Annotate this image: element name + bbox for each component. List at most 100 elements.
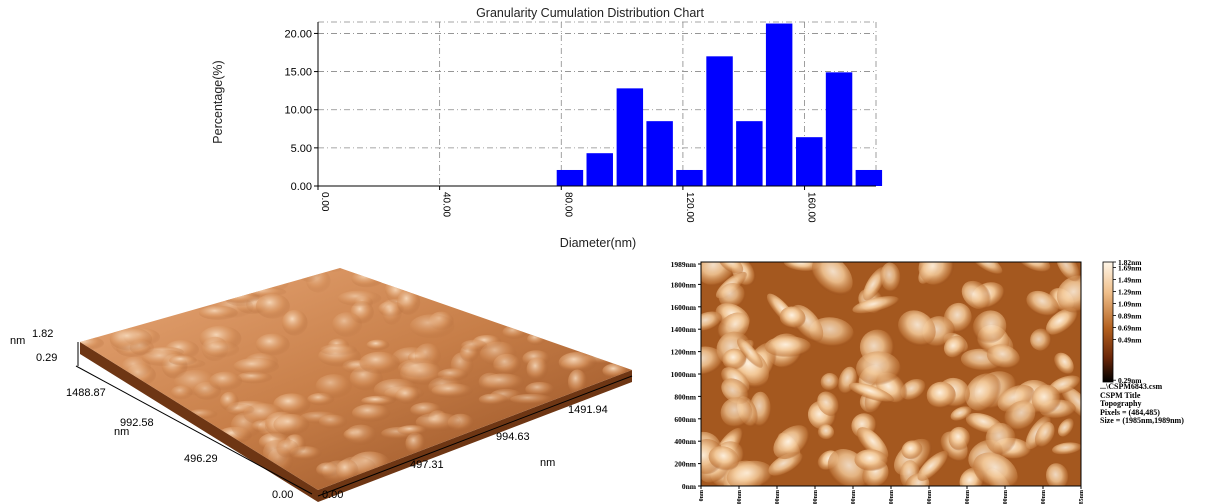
histogram-bar: [796, 137, 823, 186]
map-x-tick-label: 1985nm: [1079, 490, 1085, 504]
map-x-tick-label: 200nm: [737, 490, 743, 504]
colorbar-tick-label: 1.49nm: [1118, 275, 1142, 284]
surface-grain: [335, 459, 359, 482]
topography-grain: [768, 452, 804, 476]
map-x-tick-label: 1200nm: [927, 490, 933, 504]
surface-grain: [320, 344, 358, 356]
topography-grain: [1057, 418, 1075, 437]
surface-grain: [397, 425, 428, 436]
surface-grain: [281, 309, 308, 336]
surface-grain: [522, 316, 566, 338]
topography-grain: [986, 344, 1020, 370]
colorbar-tick-label: 1.69nm: [1118, 263, 1142, 272]
surface-grain: [570, 336, 593, 348]
surface-grain: [316, 462, 340, 478]
map-x-tick-label: 1800nm: [1041, 490, 1047, 504]
surface-grain: [464, 292, 490, 311]
topography-grain: [726, 460, 774, 486]
map-y-tick-label: 600nm: [674, 415, 696, 424]
surface-grain: [526, 357, 548, 382]
topography-grain: [722, 348, 747, 371]
histogram-bar: [855, 169, 883, 186]
topography-grain: [820, 373, 839, 392]
scan-title: CSPM Title: [1100, 390, 1141, 400]
surface-grain: [203, 341, 240, 358]
topography-grain: [1046, 307, 1079, 335]
y-unit-label: nm: [114, 426, 129, 438]
topography-grain: [764, 336, 812, 358]
map-x-tick-label: 0nm: [699, 490, 705, 501]
y-tick-label: 20.00: [284, 28, 312, 40]
map-y-tick-label: 1200nm: [671, 348, 697, 357]
surface-grain: [415, 412, 461, 432]
afm-3d-surface-plot: nm 1.82 0.29 1488.87 992.58 nm 496.29 0.…: [10, 258, 633, 502]
topography-grain: [721, 378, 751, 405]
histogram-bar: [765, 23, 793, 187]
map-y-tick-label: 800nm: [674, 392, 696, 401]
surface-grain: [480, 341, 517, 367]
colorbar-tick-label: 0.69nm: [1118, 323, 1142, 332]
topography-grain: [1031, 384, 1061, 415]
y-tick-label: 0.00: [291, 181, 312, 193]
topography-grain: [965, 373, 1002, 411]
histogram-bar: [825, 72, 853, 186]
topography-grain: [783, 262, 820, 273]
topography-grain: [720, 397, 753, 428]
map-x-tick-label: 1400nm: [965, 490, 971, 504]
topography-grain: [1045, 463, 1070, 486]
surface-grain: [80, 336, 105, 351]
map-y-tick-label: 1800nm: [671, 280, 697, 289]
histogram-bar: [586, 153, 613, 186]
topography-grain: [848, 382, 894, 403]
afm-topography-map: 1989nm 1800nm 1600nm 1400nm 1200nm 1000nm 800n…: [671, 258, 1143, 504]
topography-grain: [701, 311, 723, 332]
topography-grain: [773, 425, 811, 460]
surface-grain: [416, 268, 460, 286]
z-max-label: 1.82: [32, 328, 53, 340]
topography-grain: [1056, 262, 1081, 282]
histogram-y-axis-label: Percentage(%): [211, 60, 225, 143]
surface-grain: [409, 314, 455, 339]
colorbar-tick-label: 1.09nm: [1118, 299, 1142, 308]
surface-grain: [395, 387, 420, 405]
surface-grain: [382, 302, 402, 325]
surface-grain: [461, 339, 488, 352]
topography-grain: [779, 306, 806, 329]
y-axis-line: [75, 365, 313, 495]
topography-grain: [948, 426, 971, 451]
x-tick-label: 80.00: [562, 192, 573, 217]
y-tick-1488: 1488.87: [66, 387, 106, 399]
topography-grain: [950, 406, 973, 421]
surface-grain: [409, 258, 453, 261]
map-y-tick-label: 1000nm: [671, 370, 697, 379]
topography-grain: [943, 335, 967, 358]
surface-grain: [286, 268, 307, 279]
surface-grain: [518, 302, 558, 328]
colorbar-tick-label: 1.82nm: [1118, 258, 1142, 267]
x-tick-label: 160.00: [806, 192, 817, 223]
topography-grain: [1034, 422, 1055, 449]
scan-size: Size = (1985nm,1989nm): [1100, 416, 1184, 425]
topography-grain: [985, 422, 1016, 455]
surface-grain: [219, 391, 239, 411]
colorbar-tick-label: 1.29nm: [1118, 287, 1142, 296]
surface-grain: [510, 393, 553, 405]
y-tick-label: 5.00: [291, 143, 312, 155]
histogram-bar: [706, 56, 733, 187]
topography-grain: [1056, 275, 1081, 313]
surface-grain: [332, 312, 363, 337]
surface-grain: [337, 290, 382, 307]
x-axis-line: [317, 375, 633, 497]
scan-pixels: Pixels = (484,485): [1100, 407, 1160, 417]
map-x-tick-label: 400nm: [775, 490, 781, 504]
topography-grain: [926, 381, 956, 409]
topography-grain: [856, 351, 901, 386]
map-x-tick-label: 600nm: [813, 490, 819, 504]
map-y-ticks: 1989nm 1800nm 1600nm 1400nm 1200nm 1000nm 800n…: [671, 260, 701, 491]
topography-grain: [708, 446, 740, 471]
x-tick-0: 0.00: [322, 489, 343, 501]
topography-grain: [1026, 290, 1059, 317]
topography-grain: [897, 310, 936, 347]
topography-grain: [1061, 385, 1081, 423]
